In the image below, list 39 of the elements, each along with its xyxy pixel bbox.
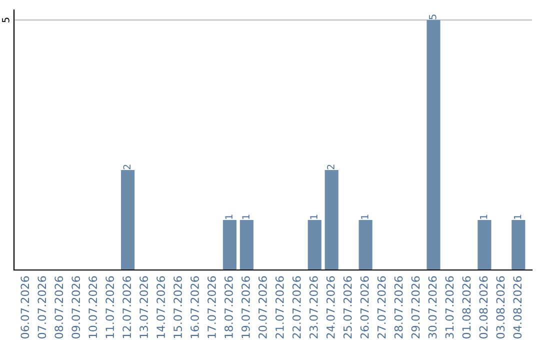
data-label: 2	[123, 164, 130, 170]
x-tick-label: 18.07.2026	[224, 276, 233, 338]
x-tick-label: 22.07.2026	[292, 276, 301, 338]
data-label: 1	[225, 214, 232, 219]
x-tick-label: 01.08.2026	[462, 276, 471, 338]
x-tick-label: 29.07.2026	[411, 276, 420, 338]
x-tick-label: 26.07.2026	[360, 276, 369, 338]
x-tick-label: 07.07.2026	[38, 276, 46, 338]
x-tick-label: 13.07.2026	[140, 276, 148, 338]
data-label: 5	[429, 14, 436, 20]
x-tick-label: 31.07.2026	[445, 276, 454, 338]
x-tick-label: 23.07.2026	[309, 276, 318, 338]
x-tick-label: 02.08.2026	[479, 276, 488, 338]
data-label: 1	[480, 214, 488, 219]
x-tick-label: 28.07.2026	[394, 276, 403, 338]
x-tick-label: 17.07.2026	[208, 276, 216, 338]
x-tick-label: 21.07.2026	[275, 276, 284, 338]
x-tick-label: 30.07.2026	[428, 276, 437, 338]
x-tick-label: 16.07.2026	[190, 276, 199, 338]
x-tick-label: 06.07.2026	[20, 276, 30, 338]
x-tick-label: 08.07.2026	[54, 276, 64, 338]
x-tick-label: 14.07.2026	[156, 276, 165, 338]
data-label: 1	[242, 214, 250, 219]
data-label: 1	[361, 214, 368, 219]
x-tick-label: 24.07.2026	[326, 276, 335, 338]
data-label: 1	[514, 214, 522, 219]
data-label: 2	[327, 164, 334, 170]
x-tick-label: 04.08.2026	[513, 276, 522, 338]
x-tick-label: 03.08.2026	[496, 276, 505, 338]
x-tick-label: 10.07.2026	[88, 276, 98, 338]
x-tick-label: 19.07.2026	[241, 276, 250, 338]
data-label: 1	[310, 214, 318, 219]
x-tick-label: 27.07.2026	[377, 276, 386, 338]
x-tick-label: 11.07.2026	[106, 276, 114, 338]
x-tick-label: 20.07.2026	[258, 276, 267, 338]
x-tick-label: 15.07.2026	[174, 276, 182, 338]
x-tick-label: 09.07.2026	[72, 276, 80, 338]
x-tick-label: 25.07.2026	[343, 276, 352, 338]
x-tick-label: 12.07.2026	[122, 276, 132, 338]
